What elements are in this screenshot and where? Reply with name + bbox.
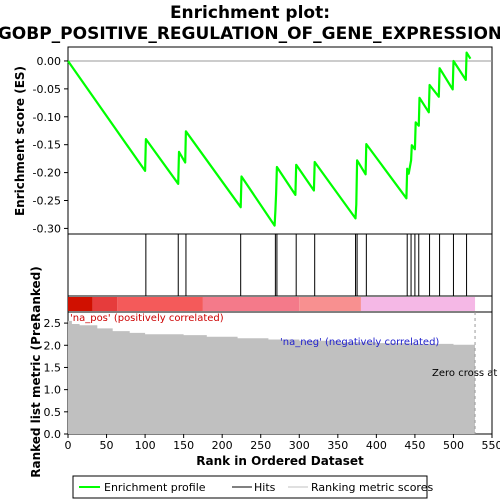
es-ytick-label-5: -0.25 — [33, 195, 61, 208]
es-axis-label: Enrichment score (ES) — [13, 66, 27, 216]
es-ytick-label-6: -0.30 — [33, 222, 61, 235]
legend-label-enrichment: Enrichment profile — [104, 481, 206, 494]
gradient-segment-pos-0 — [68, 297, 93, 311]
gradient-segment-pos-3 — [202, 297, 300, 311]
metric-ytick-label-0: 0.0 — [44, 428, 62, 441]
es-series-line-0 — [67, 51, 472, 227]
es-layer — [67, 51, 492, 227]
metric-layer — [68, 312, 476, 434]
metric-axis-label: Ranked list metric (PreRanked) — [29, 266, 43, 478]
axes-layer: 0.00 -0.05 -0.10 -0.15 -0.20 -0.25 -0.30 0.0 0.5… — [33, 55, 500, 452]
xtick-label-3: 150 — [173, 439, 194, 452]
neg-correlated-label: 'na_neg' (negatively correlated) — [280, 337, 439, 348]
xtick-label-6: 300 — [289, 439, 310, 452]
gradient-segment-neg — [360, 297, 476, 311]
zero-cross-label: Zero cross at — [432, 368, 497, 379]
es-ytick-label-2: -0.10 — [33, 111, 61, 124]
es-panel-frame — [67, 46, 493, 235]
legend-label-metric: Ranking metric scores — [311, 481, 433, 494]
xtick-label-1: 50 — [100, 439, 114, 452]
es-ytick-label-1: -0.05 — [33, 83, 61, 96]
x-axis-label: Rank in Ordered Dataset — [196, 454, 364, 468]
es-ytick-label-0: 0.00 — [37, 55, 62, 68]
gradient-segment-pos-2 — [117, 297, 203, 311]
metric-area — [68, 320, 475, 434]
metric-ytick-label-4: 2.0 — [44, 339, 62, 352]
chart-title-line1: Enrichment plot: — [170, 3, 330, 23]
es-ytick-label-3: -0.15 — [33, 139, 61, 152]
metric-ytick-label-2: 1.0 — [44, 384, 62, 397]
hits-layer — [145, 234, 468, 296]
metric-ytick-label-3: 1.5 — [44, 361, 62, 374]
es-ytick-label-4: -0.20 — [33, 167, 61, 180]
xtick-label-8: 400 — [366, 439, 387, 452]
xtick-label-7: 350 — [327, 439, 348, 452]
hits-panel-frame — [67, 233, 493, 297]
metric-ytick-label-1: 0.5 — [44, 406, 62, 419]
xtick-label-10: 500 — [443, 439, 464, 452]
chart-title-line2: GOBP_POSITIVE_REGULATION_OF_GENE_EXPRESS… — [0, 24, 500, 44]
pos-correlated-label: 'na_pos' (positively correlated) — [70, 313, 224, 324]
xtick-label-0: 0 — [65, 439, 72, 452]
gradient-segment-pos-4 — [299, 297, 361, 311]
gradient-bar — [68, 297, 476, 311]
xtick-label-9: 450 — [404, 439, 425, 452]
gradient-segment-pos-1 — [92, 297, 118, 311]
xtick-label-2: 100 — [135, 439, 156, 452]
legend-label-hits: Hits — [254, 481, 276, 494]
xtick-label-5: 250 — [250, 439, 271, 452]
xtick-label-4: 200 — [212, 439, 233, 452]
xtick-label-11: 550 — [482, 439, 500, 452]
metric-ytick-label-5: 2.5 — [44, 317, 62, 330]
